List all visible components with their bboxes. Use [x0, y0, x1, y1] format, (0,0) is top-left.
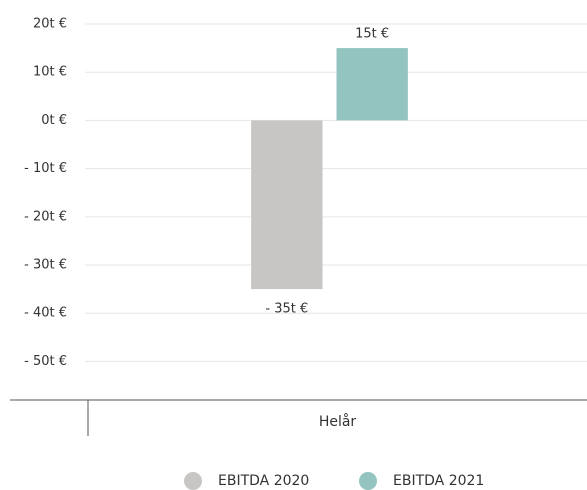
y-tick-label: - 20t € — [24, 209, 67, 224]
y-tick-label: 20t € — [33, 17, 67, 32]
y-tick-label: - 50t € — [24, 354, 67, 369]
value-label: 15t € — [355, 27, 389, 42]
legend-swatch — [184, 472, 202, 490]
legend-label: EBITDA 2020 — [218, 473, 309, 489]
y-tick-label: - 30t € — [24, 258, 67, 273]
legend-label: EBITDA 2021 — [393, 473, 484, 489]
y-tick-label: 10t € — [33, 65, 67, 80]
y-tick-label: - 40t € — [24, 306, 67, 321]
x-tick-label: Helår — [319, 413, 357, 430]
bar — [336, 48, 408, 121]
value-label: - 35t € — [265, 302, 308, 317]
bar — [251, 120, 323, 290]
legend-swatch — [359, 472, 377, 490]
y-tick-label: - 10t € — [24, 161, 67, 176]
y-tick-label: 0t € — [41, 113, 67, 128]
